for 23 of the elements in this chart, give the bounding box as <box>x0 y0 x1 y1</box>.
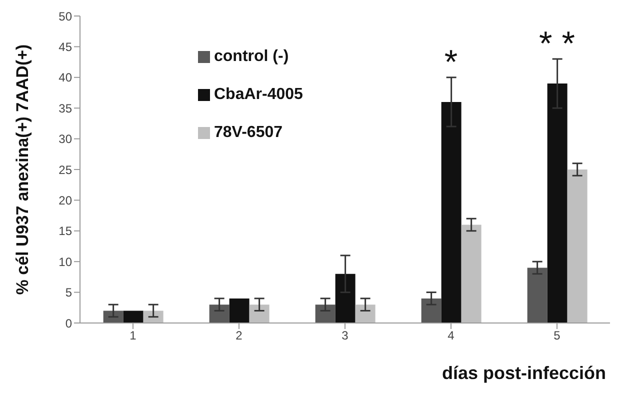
y-tick-label: 25 <box>58 162 72 177</box>
y-tick-label: 15 <box>58 224 72 238</box>
x-tick-label: 5 <box>554 328 561 343</box>
x-tick-label: 1 <box>130 328 137 343</box>
legend-label: CbaAr-4005 <box>214 86 303 103</box>
y-tick-label: 0 <box>65 316 72 330</box>
x-axis-title: días post-infección <box>442 363 606 383</box>
y-tick-label: 30 <box>58 132 72 146</box>
y-tick-label: 45 <box>58 40 72 54</box>
x-tick-label: 2 <box>236 328 243 343</box>
y-axis-title: % cél U937 anexina(+) 7AAD(+) <box>13 44 32 295</box>
y-tick-label: 35 <box>58 101 72 116</box>
legend-label: 78V-6507 <box>214 124 283 141</box>
y-tick-label: 10 <box>58 254 72 269</box>
x-tick-label: 4 <box>448 328 455 343</box>
annotation: * <box>444 43 458 82</box>
y-tick-label: 50 <box>58 9 72 24</box>
y-tick-label: 40 <box>58 70 72 85</box>
legend-label: control (-) <box>214 48 289 65</box>
annotation: * * <box>539 24 575 63</box>
x-tick-label: 3 <box>342 328 349 343</box>
y-tick-label: 5 <box>65 286 72 300</box>
y-tick-label: 20 <box>58 193 72 208</box>
